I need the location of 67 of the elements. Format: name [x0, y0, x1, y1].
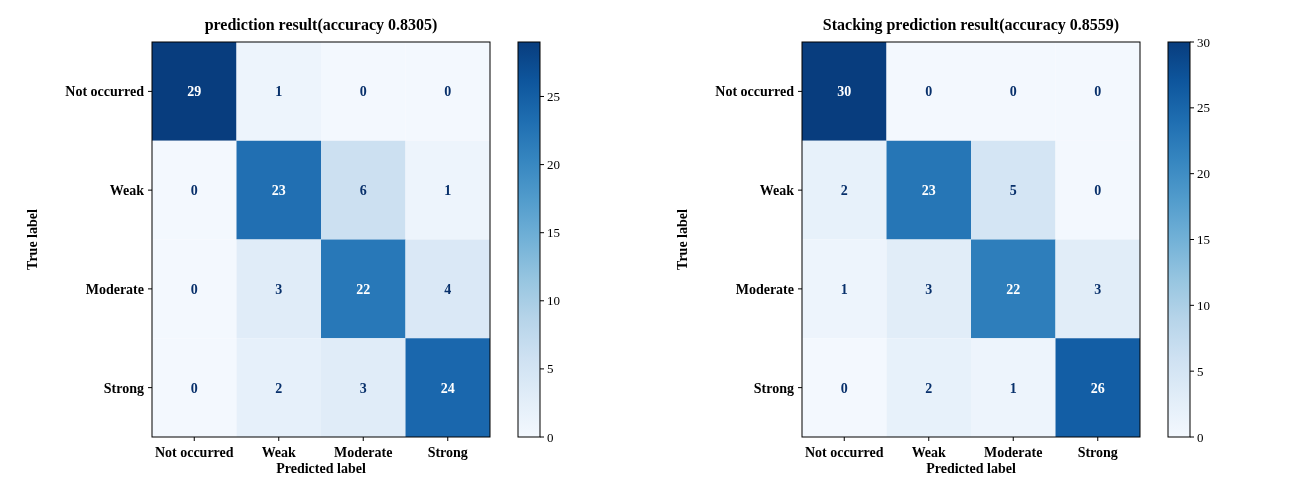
data-label: 2: [840, 183, 848, 199]
data-label: 22: [356, 281, 371, 297]
data-label: 1: [275, 84, 283, 100]
data-label: 3: [925, 281, 933, 297]
data-label: 0: [1009, 84, 1017, 100]
data-label: 4: [444, 281, 452, 297]
color-bar-label: 0: [547, 429, 554, 445]
data-label: 1: [840, 281, 848, 297]
color-bar-label: 5: [1197, 363, 1204, 379]
data-label: 23: [271, 183, 286, 199]
data-label: 0: [190, 380, 198, 396]
color-bar-label: 25: [1197, 100, 1210, 116]
color-bar-label: 0: [1197, 429, 1204, 445]
data-label: 0: [359, 84, 367, 100]
y-axis-title: True label: [25, 209, 40, 270]
color-bar-label: 20: [547, 157, 560, 173]
data-label: 0: [840, 380, 848, 396]
data-label: 29: [187, 84, 202, 100]
x-tick-label: Not occurred: [154, 445, 234, 460]
color-bar-label: 25: [547, 89, 560, 105]
x-tick-label: Moderate: [334, 445, 393, 460]
data-label: 26: [1090, 380, 1105, 396]
y-axis-title: True label: [675, 209, 690, 270]
data-label: 0: [925, 84, 933, 100]
y-tick-label: Not occurred: [715, 84, 795, 100]
data-label: 1: [1009, 380, 1017, 396]
color-bar-label: 10: [547, 293, 560, 309]
y-tick-label: Weak: [759, 183, 795, 199]
color-bar-label: 10: [1197, 297, 1210, 313]
data-label: 0: [1094, 84, 1102, 100]
x-tick-label: Not occurred: [804, 445, 884, 460]
x-tick-label: Moderate: [984, 445, 1043, 460]
x-tick-label: Strong: [1077, 445, 1118, 460]
data-label: 30: [837, 84, 852, 100]
data-label: 6: [359, 183, 367, 199]
data-label: 1: [444, 183, 452, 199]
x-axis-title: Predicted label: [926, 461, 1016, 476]
x-tick-label: Strong: [427, 445, 468, 460]
data-label: 0: [444, 84, 452, 100]
data-label: 0: [190, 183, 198, 199]
y-tick-label: Strong: [103, 380, 144, 396]
data-label: 0: [190, 281, 198, 297]
y-tick-label: Strong: [753, 380, 794, 396]
x-axis-title: Predicted label: [276, 461, 366, 476]
data-label: 3: [359, 380, 367, 396]
y-tick-label: Weak: [109, 183, 145, 199]
data-label: 2: [925, 380, 933, 396]
data-label: 3: [1094, 281, 1102, 297]
y-tick-label: Not occurred: [65, 84, 145, 100]
color-bar-label: 30: [1197, 34, 1210, 50]
data-label: 2: [275, 380, 283, 396]
data-label: 5: [1009, 183, 1017, 199]
color-bar-label: 5: [547, 361, 554, 377]
data-label: 3: [275, 281, 283, 297]
y-tick-label: Moderate: [85, 281, 144, 297]
data-label: 23: [921, 183, 936, 199]
color-bar-label: 15: [547, 225, 560, 241]
chart-title: Stacking prediction result(accuracy 0.8559): [822, 16, 1120, 34]
chart-title: prediction result(accuracy 0.8305): [204, 16, 438, 34]
color-bar-label: 20: [1197, 166, 1210, 182]
x-tick-label: Weak: [911, 445, 947, 460]
data-label: 24: [440, 380, 455, 396]
y-tick-label: Moderate: [735, 281, 794, 297]
data-label: 0: [1094, 183, 1102, 199]
x-tick-label: Weak: [261, 445, 297, 460]
data-label: 22: [1006, 281, 1021, 297]
color-bar-label: 15: [1197, 232, 1210, 248]
